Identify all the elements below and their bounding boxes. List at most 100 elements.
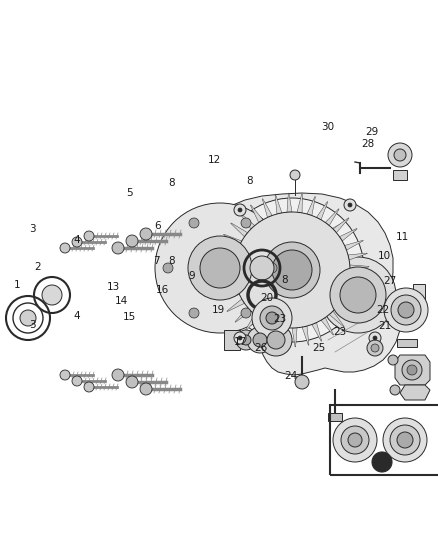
Text: 10: 10 xyxy=(378,251,391,261)
Text: 30: 30 xyxy=(321,122,334,132)
Polygon shape xyxy=(400,385,430,400)
Circle shape xyxy=(84,231,94,241)
Circle shape xyxy=(397,432,413,448)
Circle shape xyxy=(238,208,242,212)
Text: 15: 15 xyxy=(123,312,136,321)
FancyBboxPatch shape xyxy=(328,413,342,421)
FancyBboxPatch shape xyxy=(224,330,240,350)
Circle shape xyxy=(241,335,251,345)
Circle shape xyxy=(20,310,36,326)
Circle shape xyxy=(234,204,246,216)
Text: 28: 28 xyxy=(361,139,374,149)
Text: 22: 22 xyxy=(377,305,390,315)
Polygon shape xyxy=(251,205,263,222)
Circle shape xyxy=(140,383,152,395)
Circle shape xyxy=(72,237,82,247)
Polygon shape xyxy=(215,270,234,275)
Polygon shape xyxy=(325,209,339,225)
FancyBboxPatch shape xyxy=(393,170,407,180)
Text: 4: 4 xyxy=(73,311,80,320)
Polygon shape xyxy=(245,314,259,331)
Polygon shape xyxy=(282,327,287,346)
FancyBboxPatch shape xyxy=(397,339,417,347)
Circle shape xyxy=(367,340,383,356)
Circle shape xyxy=(407,365,417,375)
Circle shape xyxy=(126,235,138,247)
Text: 4: 4 xyxy=(73,235,80,245)
Circle shape xyxy=(238,336,242,340)
Text: 21: 21 xyxy=(378,321,391,331)
Circle shape xyxy=(189,218,199,228)
Text: 12: 12 xyxy=(208,155,221,165)
Polygon shape xyxy=(350,265,369,270)
Circle shape xyxy=(369,332,381,344)
Circle shape xyxy=(272,250,312,290)
Text: 26: 26 xyxy=(254,343,267,352)
Circle shape xyxy=(260,306,284,330)
Text: 8: 8 xyxy=(168,256,175,266)
Circle shape xyxy=(234,212,350,328)
Circle shape xyxy=(398,302,414,318)
Circle shape xyxy=(60,370,70,380)
Circle shape xyxy=(241,218,251,228)
Text: 24: 24 xyxy=(285,371,298,381)
Circle shape xyxy=(348,203,352,207)
Text: 29: 29 xyxy=(365,127,378,137)
Polygon shape xyxy=(262,199,272,217)
Text: 16: 16 xyxy=(155,285,169,295)
Text: 7: 7 xyxy=(153,256,160,266)
Circle shape xyxy=(267,331,285,349)
Circle shape xyxy=(252,298,292,338)
Polygon shape xyxy=(217,280,236,287)
Circle shape xyxy=(140,228,152,240)
Text: 19: 19 xyxy=(212,305,225,315)
Text: 27: 27 xyxy=(383,277,396,286)
Circle shape xyxy=(344,199,356,211)
Circle shape xyxy=(320,257,396,333)
Polygon shape xyxy=(312,322,322,341)
Text: 25: 25 xyxy=(312,343,325,352)
Polygon shape xyxy=(292,328,297,347)
Polygon shape xyxy=(302,326,309,345)
Polygon shape xyxy=(333,218,349,233)
Polygon shape xyxy=(231,223,247,237)
Text: 5: 5 xyxy=(126,188,133,198)
Polygon shape xyxy=(256,320,268,338)
Circle shape xyxy=(388,143,412,167)
Polygon shape xyxy=(349,275,368,280)
Polygon shape xyxy=(268,325,277,344)
Text: 13: 13 xyxy=(106,282,120,292)
Polygon shape xyxy=(336,303,353,317)
Circle shape xyxy=(295,375,309,389)
Polygon shape xyxy=(275,195,282,214)
Circle shape xyxy=(247,327,273,353)
Polygon shape xyxy=(339,229,357,241)
Polygon shape xyxy=(395,355,430,385)
Text: 1: 1 xyxy=(13,280,20,290)
Circle shape xyxy=(348,433,362,447)
Circle shape xyxy=(60,243,70,253)
Circle shape xyxy=(188,236,252,300)
Circle shape xyxy=(189,308,199,318)
Text: 3: 3 xyxy=(29,320,36,330)
Text: 23: 23 xyxy=(333,327,346,336)
Circle shape xyxy=(402,360,422,380)
Polygon shape xyxy=(307,197,315,215)
Circle shape xyxy=(112,369,124,381)
Circle shape xyxy=(371,344,379,352)
Polygon shape xyxy=(342,295,360,306)
Circle shape xyxy=(383,418,427,462)
Circle shape xyxy=(220,198,364,342)
Circle shape xyxy=(260,324,292,356)
Polygon shape xyxy=(287,193,292,212)
Circle shape xyxy=(155,203,285,333)
Text: 20: 20 xyxy=(261,294,274,303)
Circle shape xyxy=(163,263,173,273)
Text: 14: 14 xyxy=(115,296,128,306)
Polygon shape xyxy=(223,234,242,246)
Circle shape xyxy=(84,382,94,392)
Circle shape xyxy=(390,425,420,455)
Circle shape xyxy=(267,263,277,273)
Circle shape xyxy=(290,170,300,180)
Circle shape xyxy=(372,452,392,472)
